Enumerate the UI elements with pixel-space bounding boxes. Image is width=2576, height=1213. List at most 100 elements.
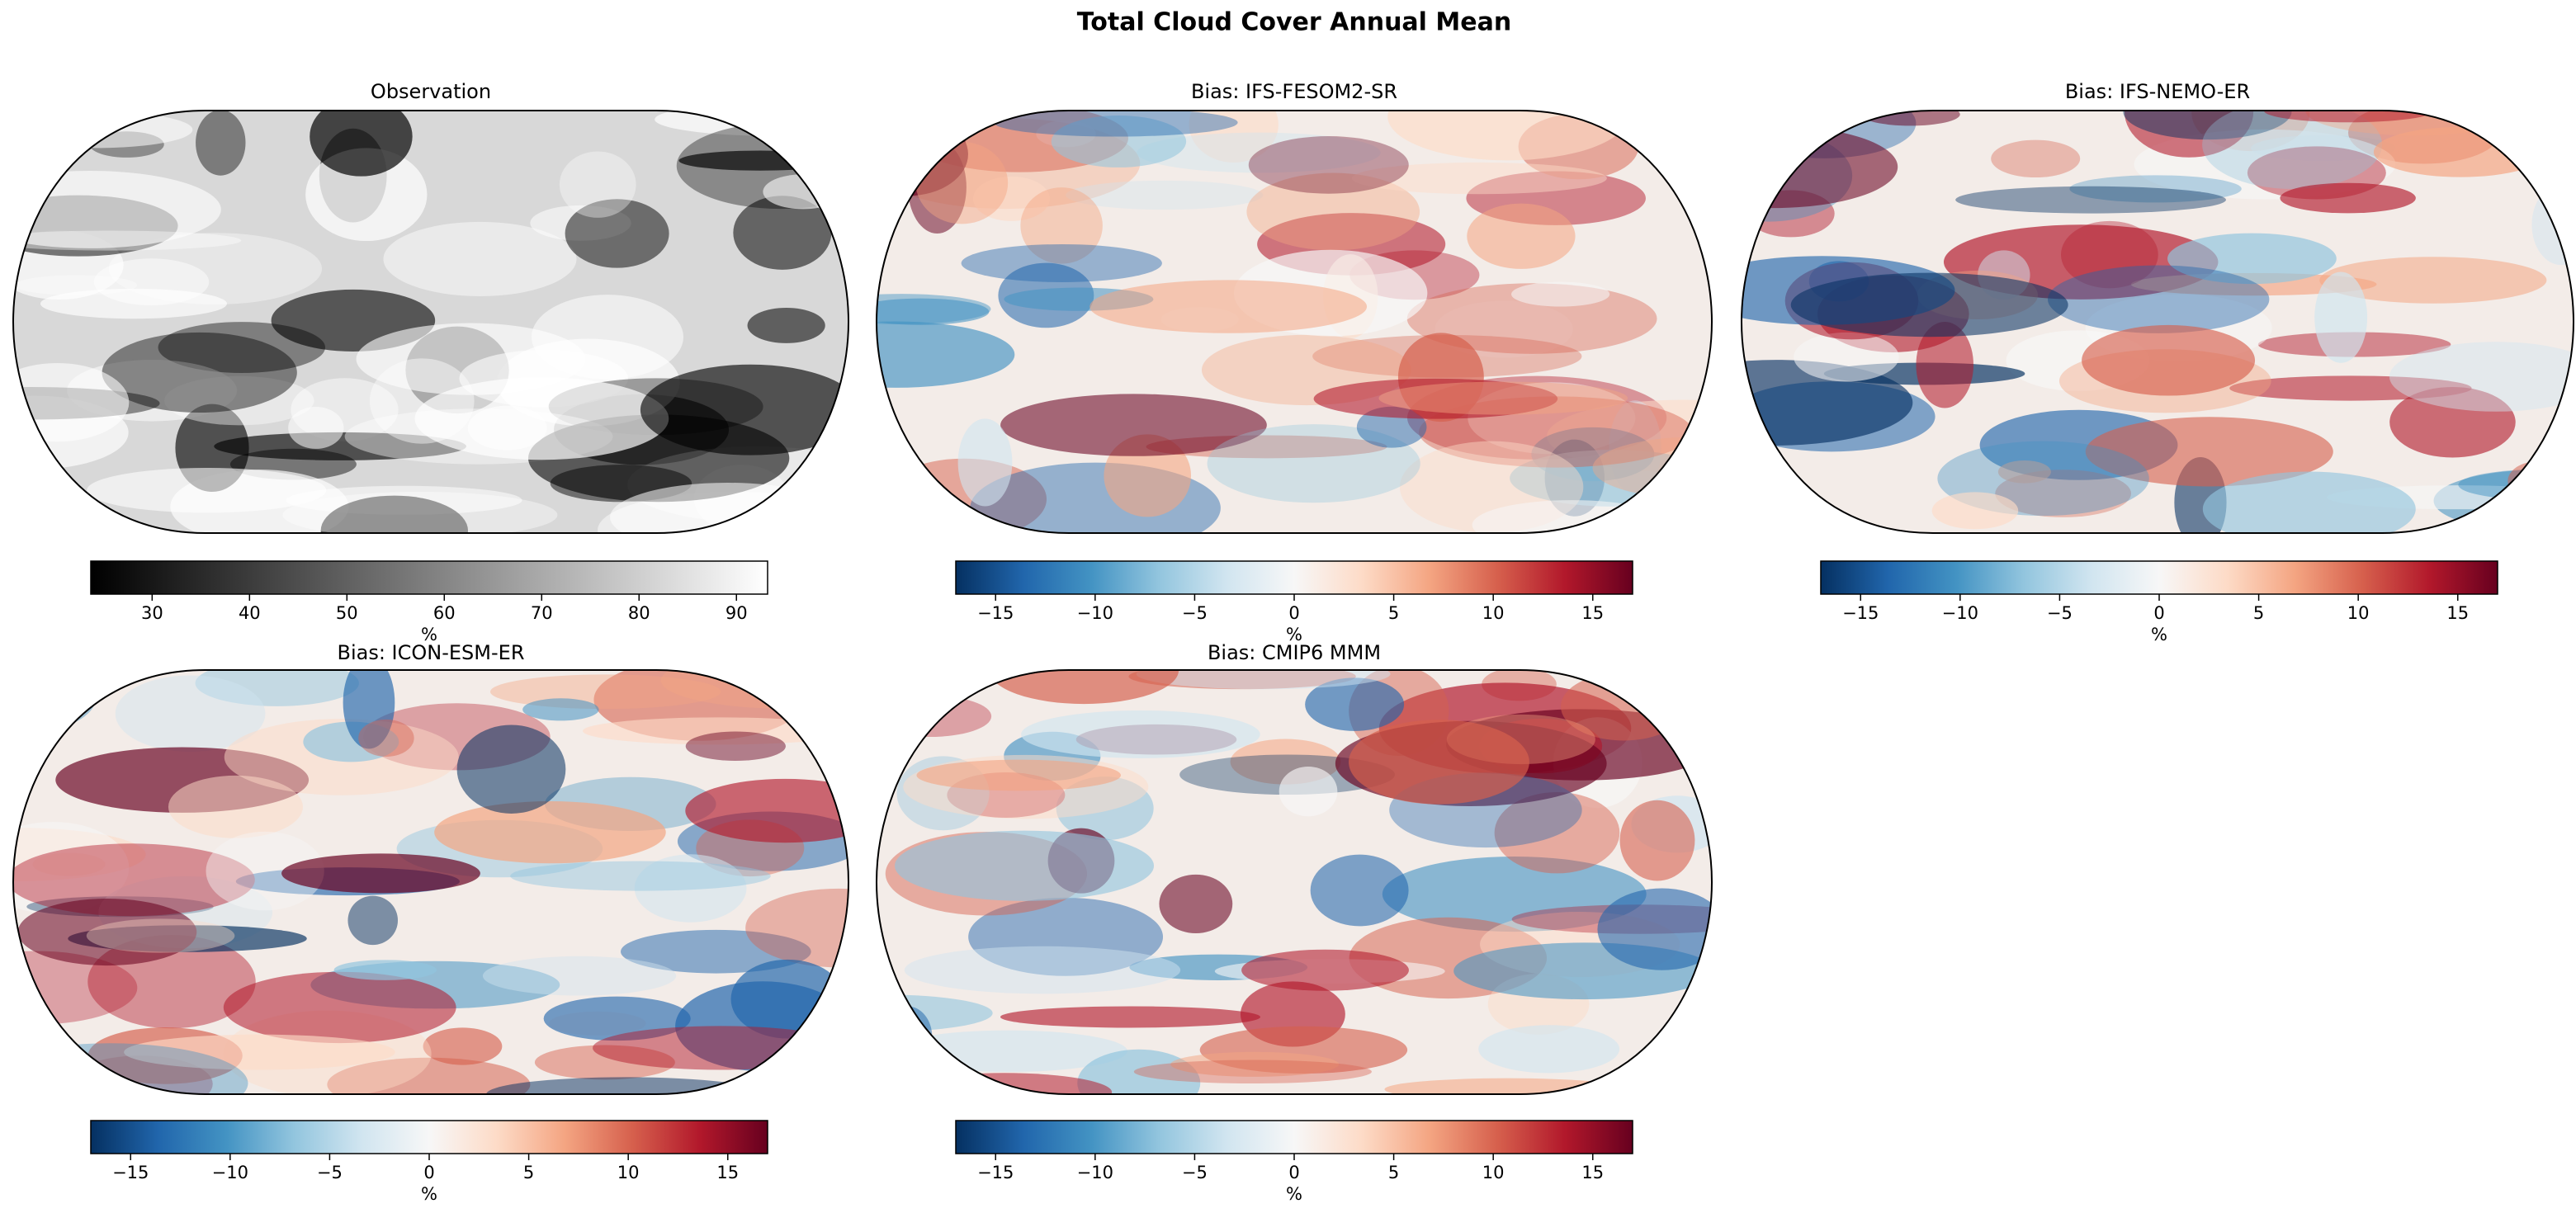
map-field <box>195 670 359 706</box>
colorbar-tick-label: −15 <box>1842 603 1879 623</box>
map-field <box>2202 471 2416 533</box>
map-field <box>968 897 1164 976</box>
map-outline <box>875 669 1713 1095</box>
map-field <box>1066 180 1264 210</box>
map-field <box>1170 1051 1340 1077</box>
map-field <box>655 111 848 137</box>
map-field <box>763 174 844 210</box>
map-field <box>1378 381 1628 415</box>
map-field <box>2069 175 2242 203</box>
colorbar-tick-label: 15 <box>1581 1163 1604 1182</box>
map-field <box>333 960 437 980</box>
figure-title: Total Cloud Cover Annual Mean <box>1077 8 1511 37</box>
panel-title: Bias: IFS-FESOM2-SR <box>1191 80 1397 103</box>
map-field <box>1000 394 1267 456</box>
colorbar-tick-label: 80 <box>628 603 650 623</box>
map-field <box>1577 1074 1712 1094</box>
map-field <box>1794 332 1899 382</box>
map-field <box>559 151 636 218</box>
map-field <box>957 418 1013 507</box>
map-field <box>877 298 990 325</box>
colorbar-tick-label: −10 <box>1942 603 1978 623</box>
colorbar <box>90 1120 768 1154</box>
map-field <box>13 843 255 917</box>
colorbar-label: % <box>2151 625 2167 644</box>
map-field <box>2389 386 2516 458</box>
colorbar-label: % <box>1286 625 1302 644</box>
map-field <box>467 405 547 451</box>
map-field <box>327 1057 531 1094</box>
map-field <box>877 321 1015 388</box>
colorbar-tick-label: −15 <box>977 603 1014 623</box>
map-field <box>610 482 845 533</box>
colorbar-tick-label: 90 <box>726 603 748 623</box>
map-field <box>124 1034 395 1070</box>
colorbar <box>1820 560 2498 595</box>
map-field <box>1511 281 1610 307</box>
colorbar-tick-label: −15 <box>977 1163 1014 1182</box>
map-field <box>206 831 324 911</box>
map-field <box>510 861 771 891</box>
map-field <box>2123 111 2292 140</box>
map-field <box>1313 378 1558 419</box>
map-field <box>733 196 832 270</box>
colorbar-tick-label: −10 <box>1077 1163 1113 1182</box>
colorbar-tick-label: −10 <box>1077 603 1113 623</box>
map-field <box>1478 1025 1620 1074</box>
map-field <box>896 1073 1113 1094</box>
map-field <box>1279 766 1338 817</box>
colorbar-tick-label: −15 <box>112 1163 149 1182</box>
colorbar-tick-label: 15 <box>1581 603 1604 623</box>
colorbar-tick-label: 40 <box>239 603 261 623</box>
map-field <box>745 888 848 968</box>
map-field <box>565 199 669 268</box>
map-field <box>534 1045 675 1080</box>
map-field <box>1916 322 1974 408</box>
map-field <box>2130 272 2377 296</box>
map-field <box>916 759 1121 791</box>
map-field <box>2202 111 2383 190</box>
map-field <box>282 491 558 533</box>
colorbar-tick-label: 5 <box>1388 1163 1399 1182</box>
colorbar-tick-label: 10 <box>2347 603 2370 623</box>
map-field <box>214 432 466 460</box>
map-field <box>343 670 395 749</box>
map-field <box>1136 670 1391 690</box>
map <box>877 111 1712 533</box>
map-field <box>1349 720 1529 805</box>
map-field <box>115 675 266 753</box>
map-field <box>489 674 721 710</box>
map-field <box>87 467 327 513</box>
map-field <box>383 221 577 297</box>
panel-title: Observation <box>371 80 491 103</box>
colorbar <box>955 1120 1633 1154</box>
map-outline <box>12 669 850 1095</box>
map-field <box>1077 1049 1201 1094</box>
colorbar <box>90 560 768 595</box>
map-field <box>685 778 848 843</box>
colorbar-tick-label: 5 <box>2253 603 2264 623</box>
map-field <box>1467 203 1576 269</box>
map-field <box>634 854 747 923</box>
colorbar-tick-label: 0 <box>1288 603 1299 623</box>
map-field <box>1384 1078 1631 1094</box>
map-field <box>1592 437 1712 499</box>
map <box>13 111 848 533</box>
colorbar-tick-label: 10 <box>1482 1163 1505 1182</box>
colorbar-label: % <box>421 1184 437 1204</box>
map-field <box>288 407 344 449</box>
colorbar <box>955 560 1633 595</box>
colorbar-label: % <box>1286 1184 1302 1204</box>
map-field <box>281 853 480 894</box>
map-field <box>423 1027 503 1065</box>
colorbar-tick-label: 5 <box>523 1163 534 1182</box>
map-field <box>108 233 323 305</box>
colorbar-tick-label: 0 <box>1288 1163 1299 1182</box>
colorbar-tick-label: −5 <box>2047 603 2073 623</box>
map-field <box>640 364 848 455</box>
map-field <box>1597 888 1712 970</box>
map-field <box>2048 265 2270 333</box>
map-field <box>305 148 428 242</box>
map-field <box>1051 116 1187 168</box>
